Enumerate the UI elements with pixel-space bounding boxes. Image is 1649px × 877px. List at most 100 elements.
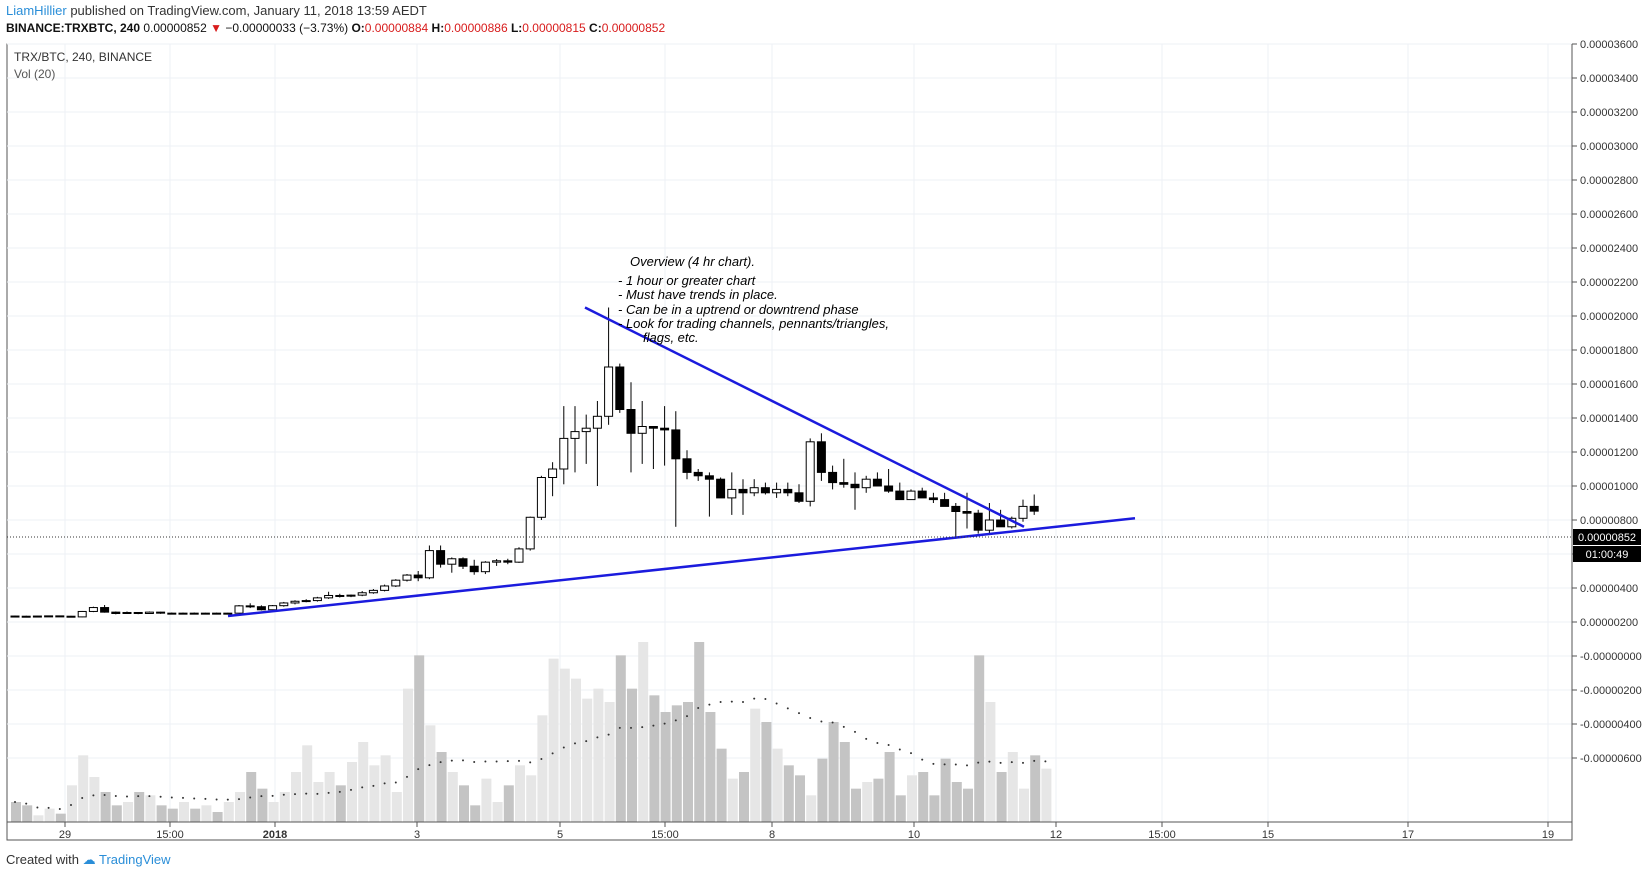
volume-ma-point xyxy=(148,795,151,798)
volume-bar xyxy=(862,782,873,822)
candle-body xyxy=(312,597,322,602)
volume-ma-point xyxy=(506,760,509,763)
trendline-resistance xyxy=(584,306,1025,528)
candle-body xyxy=(268,605,278,611)
countdown-tag-label: 01:00:49 xyxy=(1586,549,1629,561)
candle-body xyxy=(559,437,569,470)
volume-ma-point xyxy=(249,796,252,799)
volume-bar xyxy=(638,642,649,822)
volume-ma-point xyxy=(574,742,576,745)
volume-ma-point xyxy=(462,759,464,762)
volume-ma-point xyxy=(943,763,946,766)
volume-ma-point xyxy=(585,740,588,743)
y-tick-label: 0.00001400 xyxy=(1580,413,1638,425)
volume-ma-point xyxy=(966,764,968,767)
volume-bar xyxy=(380,755,391,822)
volume-ma-point xyxy=(630,726,632,729)
x-axis[interactable]: 29 15:00 2018 3 5 15:00 8 10 12 15:00 15 17 19 xyxy=(7,821,1572,841)
candle-body xyxy=(872,478,882,487)
candle-body xyxy=(514,548,524,563)
volume-bar xyxy=(1019,788,1029,822)
volume-ma-point xyxy=(719,701,722,703)
volume-bar xyxy=(895,795,906,822)
y-tick-label: 0.00002200 xyxy=(1580,277,1638,289)
volume-ma-point xyxy=(562,746,565,749)
volume-ma-point xyxy=(70,804,72,807)
last-price-label: 0.00000852 xyxy=(143,21,207,35)
volume-bar xyxy=(459,785,469,822)
volume-bar xyxy=(302,745,313,822)
volume-bar xyxy=(425,725,436,822)
author-link[interactable]: LiamHillier xyxy=(6,3,67,18)
volume-ma-point xyxy=(193,797,196,800)
candle-body xyxy=(368,589,378,594)
volume-ma-point xyxy=(81,796,84,799)
candle-body xyxy=(816,441,826,473)
candle-body xyxy=(88,607,98,612)
close-label: C: xyxy=(589,21,602,35)
candle-body xyxy=(749,487,759,494)
y-axis[interactable]: 0.00003600 0.00003400 0.00003200 0.00003000… xyxy=(1572,39,1642,765)
volume-ma-point xyxy=(327,791,330,794)
volume-bar xyxy=(548,658,559,822)
x-tick-label: 5 xyxy=(557,829,563,841)
volume-bar xyxy=(660,712,671,822)
candle-body xyxy=(783,488,793,494)
candle-body xyxy=(301,600,311,603)
trendline-support xyxy=(227,517,1136,618)
volume-bar xyxy=(212,812,223,822)
volume-bar xyxy=(750,708,761,822)
y-tick-label: 0.00003600 xyxy=(1580,39,1638,51)
x-tick-label: 29 xyxy=(59,829,71,841)
candle-body xyxy=(738,488,748,494)
x-tick-label: 19 xyxy=(1542,829,1554,841)
x-tick-label: 15 xyxy=(1262,829,1274,841)
tradingview-link[interactable]: TradingView xyxy=(99,852,171,867)
volume-ma-point xyxy=(383,782,386,785)
candle-body xyxy=(55,615,65,618)
annotation-line: flags, etc. xyxy=(643,330,699,345)
legend-title: TRX/BTC, 240, BINANCE xyxy=(14,50,153,64)
volume-ma-point xyxy=(641,726,644,729)
volume-bar xyxy=(481,778,492,822)
volume-ma-point xyxy=(764,698,767,700)
candle-body xyxy=(895,490,905,501)
volume-bar xyxy=(951,782,962,822)
candle-body xyxy=(772,488,782,494)
last-price-tag-label: 0.00000852 xyxy=(1578,532,1636,544)
candle-body xyxy=(660,427,670,431)
candle-body xyxy=(716,478,726,499)
candle-body xyxy=(21,615,31,618)
volume-bar xyxy=(940,758,951,822)
volume-ma-point xyxy=(999,761,1002,764)
candles[interactable] xyxy=(10,307,1039,618)
footer: Created with ☁ TradingView xyxy=(6,852,171,868)
plot-frame xyxy=(6,43,1573,841)
last-price-tag xyxy=(1573,529,1641,545)
volume-ma-point xyxy=(428,764,431,767)
volume-ma-point xyxy=(271,794,274,797)
y-tick-label: -0.00000400 xyxy=(1580,719,1642,731)
volume-bar xyxy=(134,792,145,822)
candle-body xyxy=(626,409,636,434)
volume-ma-point xyxy=(282,793,285,796)
volume-bar xyxy=(55,813,66,822)
y-tick-label: -0.00000000 xyxy=(1580,651,1642,663)
volume-ma-point xyxy=(988,760,991,763)
change-label: −0.00000033 (−3.73%) xyxy=(225,21,349,35)
candle-body xyxy=(503,560,513,563)
volume-ma-point xyxy=(159,795,162,798)
x-tick-label: 15:00 xyxy=(651,829,679,841)
volume-bar xyxy=(526,775,537,822)
volume-bar xyxy=(1007,752,1018,822)
candle-body xyxy=(223,612,233,615)
volume-bar xyxy=(884,752,895,822)
volume-bar xyxy=(593,688,604,822)
y-tick-label: 0.00001600 xyxy=(1580,379,1638,391)
volume-ma-point xyxy=(350,788,352,791)
y-tick-label: 0.00002000 xyxy=(1580,311,1638,323)
annotation-line: Overview (4 hr chart). xyxy=(630,254,755,269)
volume-bar xyxy=(996,772,1007,822)
volume-bar xyxy=(839,742,850,822)
